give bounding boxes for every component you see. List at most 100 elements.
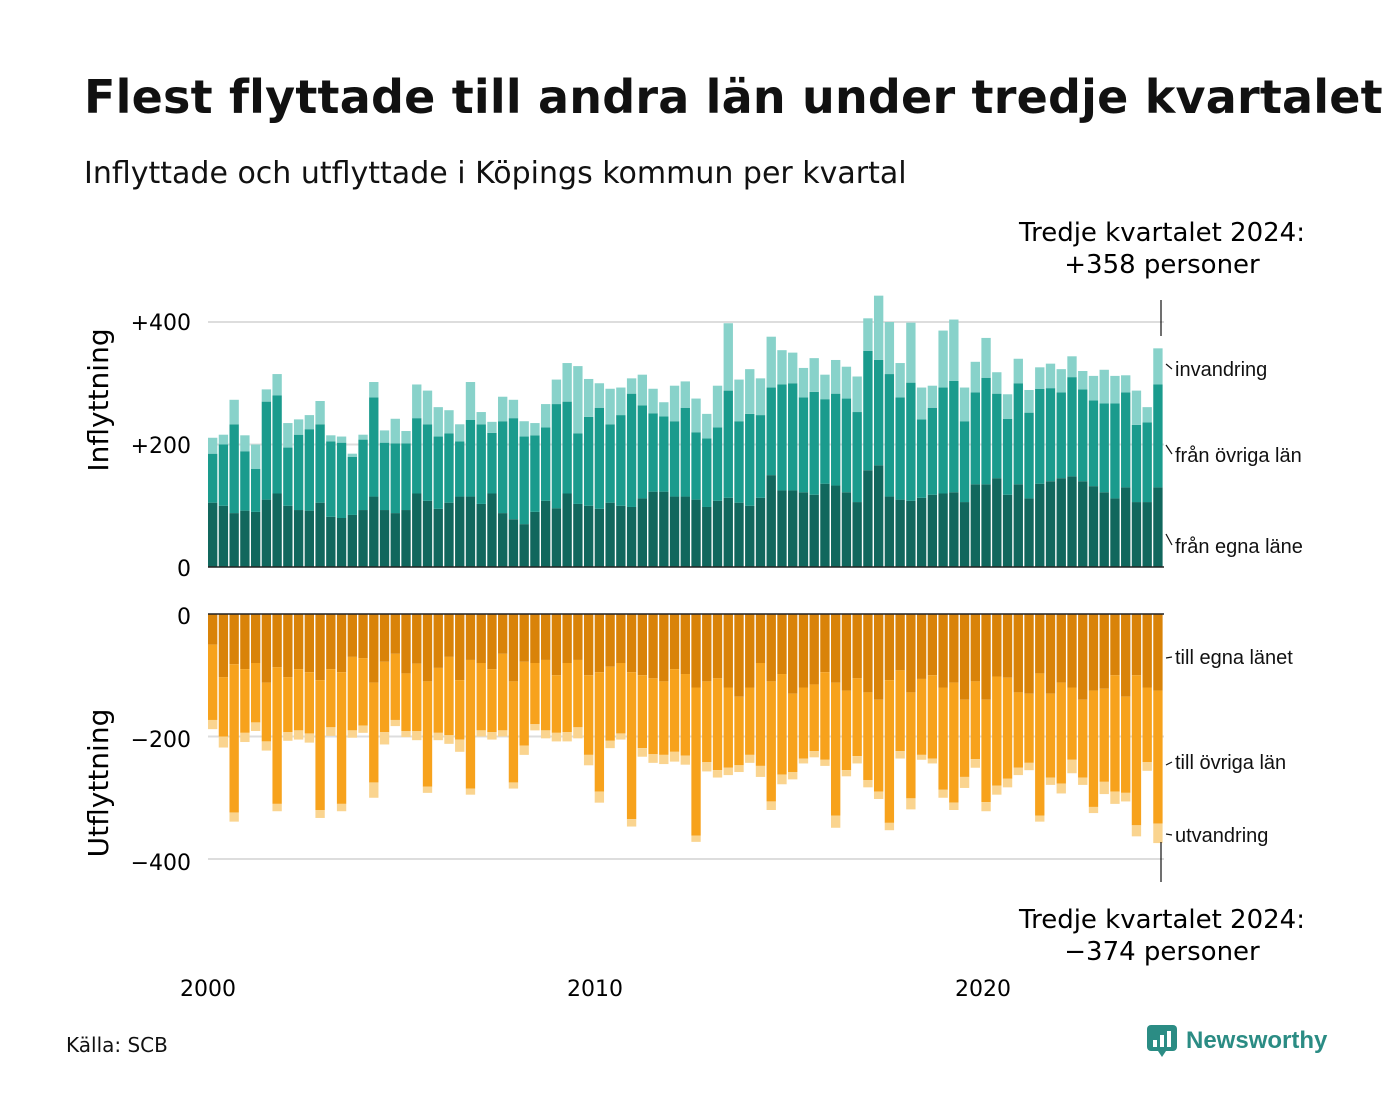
bar-in-other-counties (358, 439, 368, 511)
bar-in-own-county (637, 498, 647, 567)
bar-out-other-counties (755, 663, 766, 766)
bar-out-other-counties (240, 669, 250, 733)
bar-in-other-counties (573, 433, 583, 504)
bar-out-emigration (895, 751, 905, 759)
bar-in-own-county (766, 475, 776, 568)
bar-in-own-county (1110, 498, 1120, 567)
bar-out-emigration (788, 772, 798, 780)
bar-in-other-counties (798, 397, 809, 493)
bar-out-other-counties (1024, 693, 1034, 763)
bar-out-own-county (884, 614, 895, 681)
chart-subtitle: Inflyttade och utflyttade i Köpings komm… (84, 156, 907, 191)
bar-in-immigration (938, 330, 948, 388)
xtick-2000: 2000 (180, 977, 236, 1002)
bar-out-other-counties (970, 681, 980, 760)
bar-in-other-counties (369, 397, 379, 497)
bar-in-own-county (669, 496, 680, 567)
bar-in-immigration (959, 387, 970, 422)
bar-in-immigration (562, 363, 572, 402)
bar-out-own-county (863, 614, 873, 693)
bar-in-own-county (594, 508, 605, 567)
bar-out-other-counties (1131, 675, 1142, 826)
bar-out-emigration (970, 759, 980, 768)
bar-in-immigration (1002, 394, 1013, 419)
bar-in-other-counties (240, 451, 250, 511)
bar-in-immigration (573, 366, 583, 434)
bar-in-own-county (1099, 492, 1109, 567)
bar-in-own-county (659, 491, 669, 567)
bar-out-own-county (820, 614, 830, 673)
bar-in-immigration (240, 435, 250, 452)
bar-out-own-county (841, 614, 852, 691)
brand-logo: Newsworthy (1146, 1024, 1327, 1058)
bar-in-immigration (1035, 367, 1045, 389)
bar-in-own-county (809, 494, 819, 568)
bar-in-immigration (927, 385, 938, 408)
bar-in-own-county (798, 492, 809, 567)
bar-out-own-county (540, 614, 551, 660)
bar-in-own-county (583, 505, 594, 567)
bar-out-other-counties (1067, 687, 1077, 760)
bar-in-own-county (379, 510, 390, 567)
bar-out-other-counties (1088, 690, 1099, 807)
bar-out-other-counties (530, 663, 540, 725)
bar-in-own-county (401, 510, 411, 567)
bar-out-other-counties (583, 675, 594, 755)
bar-out-other-counties (208, 644, 218, 720)
bar-in-other-counties (906, 382, 916, 501)
bar-in-own-county (519, 524, 529, 568)
bar-in-own-county (820, 483, 830, 567)
bar-out-own-county (347, 614, 357, 657)
bar-in-own-county (863, 470, 873, 568)
bar-out-own-county (519, 614, 529, 662)
bar-out-emigration (240, 732, 250, 743)
bar-out-emigration (938, 789, 948, 798)
bar-in-immigration (304, 415, 315, 430)
bar-in-other-counties (229, 424, 239, 514)
bar-out-emigration (702, 762, 712, 772)
bar-in-immigration (250, 444, 261, 469)
bar-out-other-counties (884, 680, 895, 823)
bar-in-immigration (1078, 371, 1088, 390)
bar-out-own-county (455, 614, 465, 681)
bar-in-other-counties (691, 432, 701, 500)
bar-out-emigration (723, 767, 733, 776)
bar-out-own-county (240, 614, 250, 670)
bar-out-emigration (412, 730, 422, 741)
out-annotation-line2: −374 personer (1064, 937, 1260, 967)
bar-in-immigration (691, 398, 701, 433)
bar-out-other-counties (1045, 693, 1056, 778)
bar-out-other-counties (605, 666, 615, 741)
bar-out-emigration (841, 770, 852, 777)
bar-in-immigration (1024, 389, 1034, 413)
bar-out-other-counties (444, 656, 454, 736)
bar-in-own-county (336, 518, 347, 567)
bar-out-other-counties (895, 670, 905, 752)
bar-out-other-counties (702, 681, 712, 763)
bar-in-other-counties (1002, 418, 1013, 495)
bar-out-other-counties (648, 678, 658, 755)
bar-in-immigration (745, 369, 755, 414)
bar-in-other-counties (390, 443, 400, 514)
bar-out-own-county (702, 614, 712, 682)
bar-out-other-counties (626, 672, 637, 820)
bar-out-other-counties (326, 669, 336, 728)
bar-in-own-county (1067, 476, 1077, 567)
bar-in-immigration (863, 318, 873, 351)
bar-in-own-county (831, 485, 841, 567)
bar-in-other-counties (1121, 392, 1131, 488)
bar-in-other-counties (562, 401, 572, 494)
bar-in-own-county (358, 510, 368, 567)
bar-in-immigration (390, 418, 400, 444)
newsworthy-logo-icon (1147, 1025, 1177, 1057)
bar-in-immigration (669, 385, 680, 422)
bar-out-emigration (530, 724, 540, 731)
bar-in-other-counties (992, 393, 1002, 479)
bar-out-emigration (218, 736, 229, 748)
bar-out-other-counties (369, 682, 379, 783)
bar-out-other-counties (906, 692, 916, 799)
bar-out-own-county (691, 614, 701, 688)
bar-in-own-county (981, 484, 991, 567)
bar-out-other-counties (1013, 692, 1023, 768)
